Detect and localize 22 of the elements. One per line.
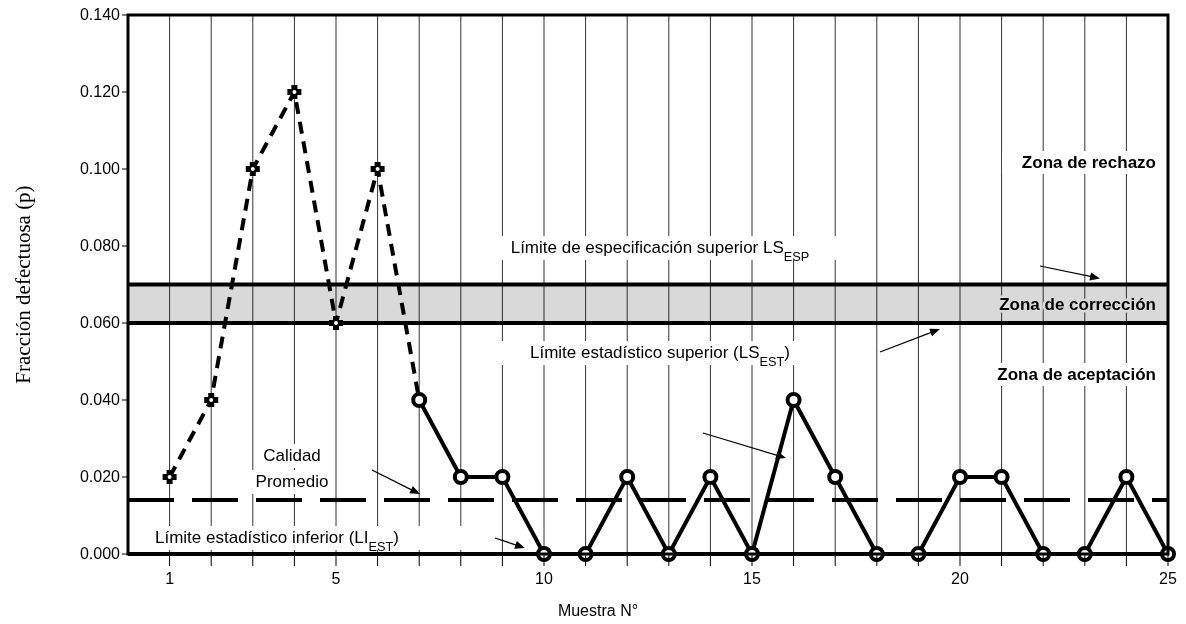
y-tick-label: 0.080 <box>79 237 121 254</box>
ref-line-label: Límite de especificación superior LS$_{ESP}$ <box>510 238 810 264</box>
x-tick-label: 20 <box>951 570 969 587</box>
y-tick-label: 0.100 <box>79 160 121 177</box>
x-tick-label: 25 <box>1159 570 1177 587</box>
annotation: Zona de aceptación <box>997 365 1156 384</box>
y-tick-label: 0.120 <box>79 83 121 100</box>
x-tick-label: 15 <box>743 570 761 587</box>
ref-line-label: Calidad Promedio <box>255 446 329 491</box>
y-tick-label: 0.000 <box>79 545 121 562</box>
x-axis-title: Muestra N° <box>557 602 639 619</box>
x-tick-label: 5 <box>331 570 341 587</box>
y-tick-label: 0.140 <box>79 6 121 23</box>
x-tick-label: 1 <box>165 570 175 587</box>
y-tick-label: 0.060 <box>79 314 121 331</box>
y-axis-title: Fracción defectuosa (p) <box>11 185 35 384</box>
annotation: Zona de rechazo <box>1021 153 1156 172</box>
y-tick-label: 0.020 <box>79 468 121 485</box>
x-tick-label: 10 <box>535 570 553 587</box>
ref-line-label: Límite estadístico inferior (LI$_{EST}$) <box>155 528 399 554</box>
y-tick-label: 0.040 <box>79 391 121 408</box>
ref-line-label: Límite estadístico superior (LS$_{EST}$) <box>529 343 791 369</box>
